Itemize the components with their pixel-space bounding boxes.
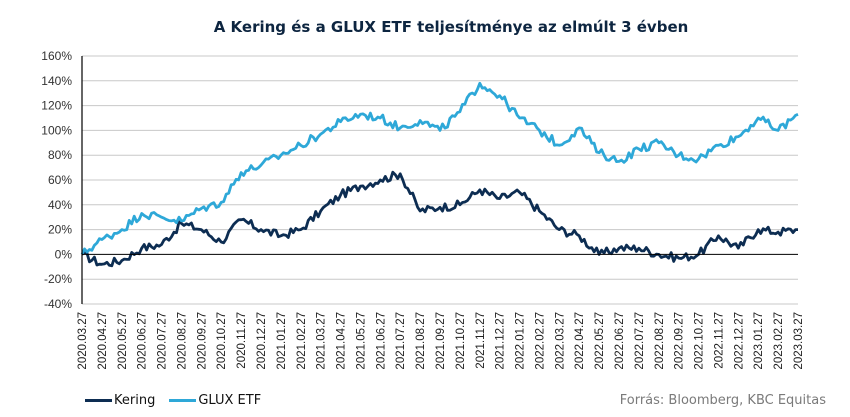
y-tick-label: 120% [41,99,72,113]
x-tick-label: 2021.01.27 [276,312,288,370]
y-axis-ticks: -40% -20% 0% 20% 40% 60% 80% 100% 120% 140% 160% [41,49,72,311]
x-tick-label: 2020.07.27 [157,312,169,370]
x-tick-label: 2022.02.27 [534,312,546,370]
x-tick-label: 2022.01.27 [515,312,527,370]
legend-label-kering: Kering [114,393,156,408]
x-tick-label: 2023.02.27 [773,312,785,370]
x-tick-label: 2020.05.27 [117,312,129,370]
x-tick-label: 2022.03.27 [554,312,566,370]
y-tick-label: 140% [41,74,72,88]
y-tick-label: 0% [55,247,73,261]
chart-title: A Kering és a GLUX ETF teljesítménye az … [213,18,689,36]
x-tick-label: 2021.12.27 [495,312,507,370]
x-tick-label: 2021.11.27 [475,312,487,369]
x-tick-label: 2021.04.27 [336,312,348,370]
y-tick-label: -40% [44,297,72,311]
y-tick-label: 20% [48,223,72,237]
y-tick-label: 60% [48,173,72,187]
x-tick-label: 2021.09.27 [435,312,447,370]
x-tick-label: 2021.10.27 [455,312,467,370]
series-line-glux-etf [80,81,799,255]
x-tick-label: 2020.12.27 [256,312,268,370]
x-tick-label: 2020.08.27 [176,312,188,370]
x-tick-label: 2022.11.27 [713,312,725,369]
legend-swatch-glux [169,399,197,402]
x-tick-label: 2021.03.27 [316,312,328,370]
x-tick-label: 2021.05.27 [355,312,367,370]
series-lines [80,81,799,268]
x-tick-label: 2022.04.27 [574,312,586,370]
x-tick-label: 2020.04.27 [97,312,109,370]
x-tick-label: 2020.06.27 [137,312,149,370]
legend-item-kering: Kering [85,393,155,408]
x-tick-label: 2020.10.27 [216,312,228,370]
x-tick-label: 2023.03.27 [793,312,805,370]
x-tick-label: 2022.09.27 [674,312,686,370]
x-tick-label: 2021.06.27 [375,312,387,370]
legend-item-glux: GLUX ETF [169,393,261,408]
x-tick-label: 2020.09.27 [196,312,208,370]
y-tick-label: 160% [41,49,72,63]
x-tick-label: 2021.02.27 [296,312,308,370]
x-tick-label: 2022.06.27 [614,312,626,370]
x-tick-label: 2022.07.27 [634,312,646,370]
x-tick-label: 2021.07.27 [395,312,407,370]
legend-swatch-kering [85,399,112,402]
x-tick-label: 2022.05.27 [594,312,606,370]
legend-label-glux: GLUX ETF [198,393,262,408]
x-tick-label: 2022.10.27 [694,312,706,370]
legend: Kering GLUX ETF [85,393,275,408]
y-tick-label: 80% [48,148,72,162]
source-note: Forrás: Bloomberg, KBC Equitas [619,393,826,408]
x-tick-label: 2021.08.27 [415,312,427,370]
gridlines [82,55,798,305]
y-tick-label: -20% [44,272,72,286]
x-tick-label: 2022.08.27 [654,312,666,370]
y-tick-label: 40% [48,198,72,212]
x-axis-ticks: 2020.03.27 2020.04.27 2020.05.27 2020.06.27… [77,312,805,370]
y-tick-label: 100% [41,123,72,137]
x-tick-label: 2022.12.27 [733,312,745,370]
x-tick-label: 2020.11.27 [236,312,248,369]
series-line-kering [81,170,798,268]
x-tick-label: 2023.01.27 [753,312,765,370]
x-tick-label: 2020.03.27 [77,312,89,370]
